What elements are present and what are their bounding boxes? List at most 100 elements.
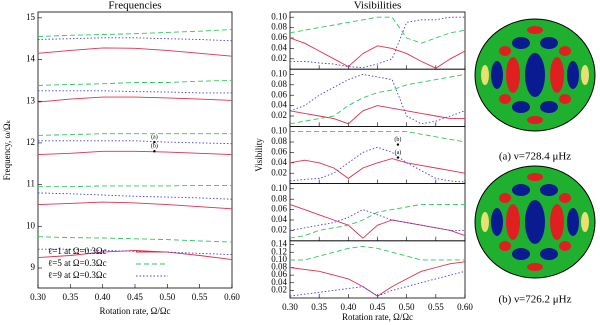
series-line bbox=[289, 105, 465, 125]
series-line bbox=[289, 158, 466, 179]
plot-frame bbox=[289, 11, 466, 70]
series-line bbox=[289, 203, 466, 239]
x-tick-label: 0.30 bbox=[30, 292, 46, 302]
x-tick-label: 0.40 bbox=[95, 292, 111, 302]
y-tick-label: 0.06 bbox=[271, 89, 287, 99]
y-tick-label: 0.04 bbox=[271, 157, 287, 167]
y-tick-label: 0.04 bbox=[271, 214, 287, 224]
series-line bbox=[37, 150, 233, 156]
x-tick-label: 0.50 bbox=[399, 302, 415, 312]
y-tick-label: 0.08 bbox=[271, 136, 287, 146]
series-line bbox=[37, 79, 233, 86]
y-tick-label: 0.10 bbox=[271, 183, 287, 193]
y-tick-label: 0.06 bbox=[271, 146, 287, 156]
plot-frame bbox=[289, 240, 466, 299]
x-tick-label: 0.60 bbox=[457, 302, 473, 312]
series-line bbox=[37, 47, 233, 57]
y-tick-label: 0.12 bbox=[271, 246, 287, 256]
series-line bbox=[289, 146, 466, 183]
plot-frame bbox=[289, 126, 466, 185]
annotation-label: (b) bbox=[151, 143, 158, 150]
y-tick-label: 0.02 bbox=[271, 53, 287, 63]
annotation-point bbox=[153, 150, 156, 153]
y-tick-label: 0.04 bbox=[271, 277, 287, 287]
y-tick-label: 0.06 bbox=[271, 269, 287, 279]
series-line bbox=[38, 184, 232, 188]
annotation-label: (a) bbox=[151, 133, 158, 140]
series-line bbox=[37, 96, 233, 103]
y-tick-label: 12 bbox=[26, 137, 35, 147]
series-line bbox=[289, 270, 466, 297]
legend-label: ℓ=9 at Ω=0.3Ωc bbox=[48, 270, 107, 280]
y-tick-label: 0.04 bbox=[271, 100, 287, 110]
x-axis-label: Rotation rate, Ω/Ωc bbox=[99, 306, 170, 316]
y-tick-label: 0.02 bbox=[271, 167, 287, 177]
series-line bbox=[37, 236, 233, 243]
x-tick-label: 0.50 bbox=[159, 292, 175, 302]
series-line bbox=[289, 16, 466, 44]
mode-image bbox=[474, 18, 596, 132]
y-tick-label: 9 bbox=[31, 262, 36, 272]
annotation-point bbox=[396, 143, 400, 146]
y-tick-label: 0.02 bbox=[271, 224, 287, 234]
x-tick-label: 0.30 bbox=[282, 302, 298, 312]
y-tick-label: 0.08 bbox=[271, 262, 287, 272]
series-line bbox=[289, 261, 466, 297]
y-tick-label: 0.08 bbox=[271, 193, 287, 203]
legend-label: ℓ=1 at Ω=0.3Ωc bbox=[48, 246, 107, 256]
y-tick-label: 0.10 bbox=[271, 254, 287, 264]
y-axis-label: Visibility bbox=[254, 138, 264, 172]
series-line bbox=[37, 133, 232, 136]
series-line bbox=[289, 73, 466, 125]
y-tick-label: 13 bbox=[26, 95, 36, 105]
x-tick-label: 0.45 bbox=[370, 302, 386, 312]
x-tick-label: 0.55 bbox=[428, 302, 444, 312]
y-tick-label: 11 bbox=[26, 179, 35, 189]
plot-frame bbox=[289, 68, 466, 127]
series-line bbox=[289, 73, 466, 125]
series-line bbox=[37, 250, 233, 261]
y-tick-label: 0.06 bbox=[271, 204, 287, 214]
y-tick-label: 0.08 bbox=[271, 22, 287, 32]
y-tick-label: 0.10 bbox=[271, 68, 287, 78]
y-tick-label: 0.02 bbox=[271, 110, 287, 120]
annotation-point bbox=[153, 140, 156, 144]
image-caption: (b) ν=726.2 μHz bbox=[499, 294, 572, 306]
x-tick-label: 0.55 bbox=[192, 292, 208, 302]
annotation-label: (a) bbox=[395, 149, 402, 156]
series-line bbox=[38, 140, 233, 145]
y-tick-label: 14 bbox=[26, 54, 36, 64]
annotation-label: (b) bbox=[394, 136, 401, 143]
series-line bbox=[290, 16, 465, 69]
x-tick-label: 0.40 bbox=[340, 302, 356, 312]
image-caption: (a) ν=728.4 μHz bbox=[499, 151, 571, 163]
series-line bbox=[289, 37, 466, 69]
y-tick-label: 0.10 bbox=[271, 11, 287, 21]
mode-image bbox=[474, 165, 596, 279]
series-line bbox=[290, 131, 466, 143]
series-line bbox=[290, 246, 465, 261]
series-line bbox=[37, 37, 233, 42]
series-line bbox=[289, 209, 465, 231]
series-line bbox=[289, 203, 465, 239]
x-tick-label: 0.60 bbox=[224, 292, 240, 302]
x-tick-label: 0.35 bbox=[311, 302, 327, 312]
y-axis-label: Frequency, ω/Ωₖ bbox=[2, 119, 12, 180]
chart-title: Visibilities bbox=[354, 0, 402, 12]
annotation-point bbox=[396, 156, 400, 159]
series-line bbox=[38, 248, 233, 256]
series-line bbox=[38, 90, 232, 94]
legend-label: ℓ=5 at Ω=0.3Ωc bbox=[48, 258, 107, 268]
y-tick-label: 0.04 bbox=[271, 42, 287, 52]
y-tick-label: 0.10 bbox=[271, 126, 287, 136]
y-tick-label: 0.06 bbox=[271, 32, 287, 42]
x-tick-label: 0.45 bbox=[127, 292, 143, 302]
y-tick-label: 15 bbox=[26, 12, 36, 22]
y-tick-label: 0.14 bbox=[271, 239, 287, 249]
series-line bbox=[37, 29, 233, 38]
y-tick-label: 0.02 bbox=[271, 284, 287, 294]
x-tick-label: 0.35 bbox=[62, 292, 78, 302]
y-tick-label: 10 bbox=[26, 220, 36, 230]
